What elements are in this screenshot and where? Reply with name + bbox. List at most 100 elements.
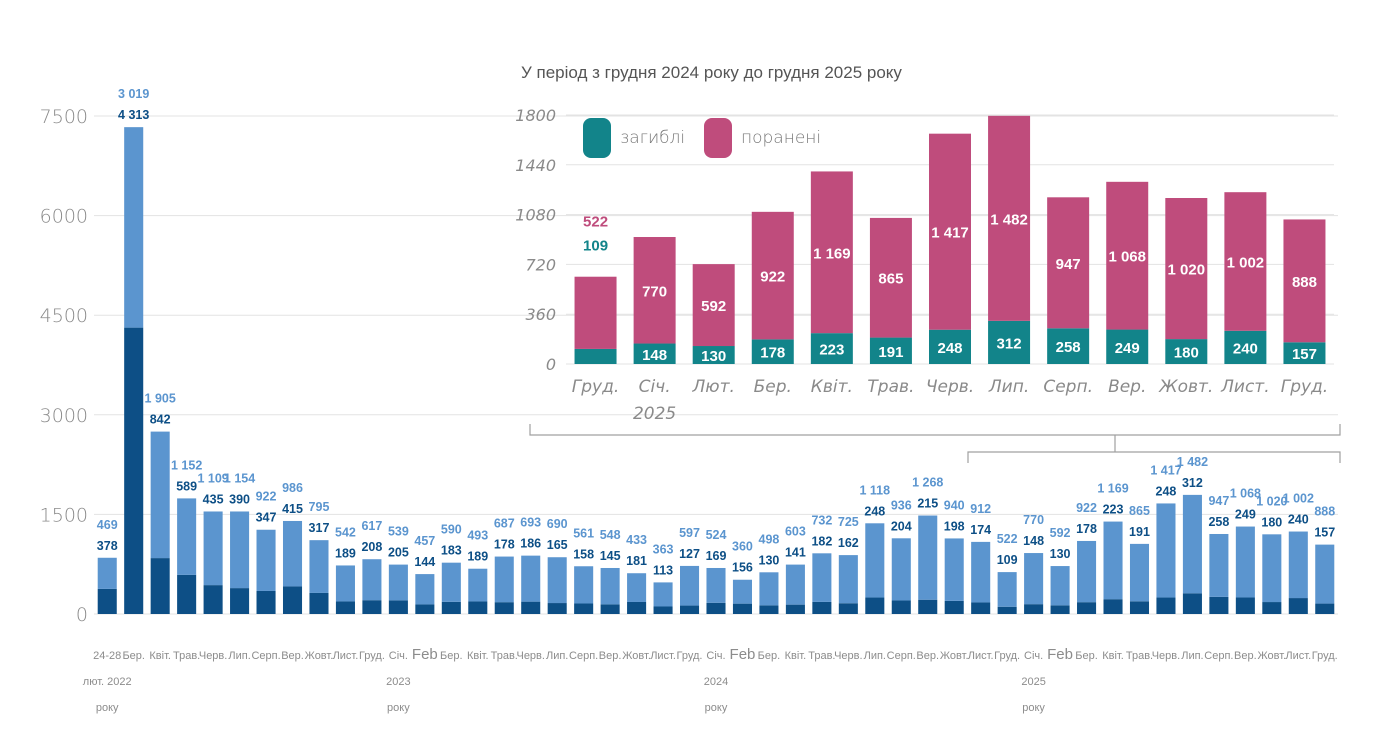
main-x-tick-label: Вер. bbox=[599, 650, 622, 662]
inset-x-tick-label: Лют. bbox=[691, 377, 734, 397]
inset-bar-wounded bbox=[633, 237, 676, 344]
main-wounded-label: 363 bbox=[653, 542, 674, 556]
main-bar-wounded bbox=[600, 567, 620, 605]
inset-bar-killed bbox=[1047, 328, 1090, 364]
main-bar-killed bbox=[891, 600, 911, 614]
main-x-tick-label: Лип. bbox=[546, 650, 568, 662]
main-killed-label: 198 bbox=[944, 519, 965, 533]
inset-x-tick-label: Серп. bbox=[1043, 377, 1093, 397]
main-killed-label: 178 bbox=[1076, 522, 1097, 536]
main-x-sublabel: 2024 bbox=[704, 676, 728, 688]
inset-wounded-label: 1 482 bbox=[990, 211, 1028, 228]
main-x-tick-label: Лист. bbox=[1285, 650, 1311, 662]
inset-bar-killed bbox=[1106, 329, 1149, 364]
main-x-tick-label: Бер. bbox=[1075, 650, 1098, 662]
main-bar-killed bbox=[971, 602, 991, 614]
main-y-tick-label: 6000 bbox=[40, 206, 88, 228]
main-wounded-label: 493 bbox=[467, 529, 488, 543]
main-wounded-label: 548 bbox=[600, 528, 621, 542]
main-wounded-label: 940 bbox=[944, 498, 965, 512]
main-wounded-label: 457 bbox=[414, 534, 435, 548]
main-x-tick-label: Серп. bbox=[569, 650, 598, 662]
inset-y-tick-label: 0 bbox=[546, 355, 556, 374]
main-bar-wounded bbox=[230, 511, 250, 589]
inset-bar-wounded bbox=[1224, 192, 1267, 331]
main-killed-label: 248 bbox=[1156, 484, 1177, 498]
main-killed-label: 113 bbox=[653, 563, 673, 577]
inset-bracket bbox=[529, 424, 1341, 436]
main-wounded-label: 1 417 bbox=[1150, 463, 1181, 477]
inset-killed-label: 191 bbox=[878, 344, 903, 361]
main-bar-wounded bbox=[1288, 531, 1308, 599]
inset-bar-killed bbox=[1283, 342, 1326, 364]
inset-wounded-label: 947 bbox=[1056, 256, 1081, 273]
main-bar-wounded bbox=[680, 565, 700, 606]
main-x-tick-label: Жовт. bbox=[305, 650, 334, 662]
main-x-tick-label: Feb bbox=[730, 646, 756, 663]
main-bar-killed bbox=[468, 601, 488, 614]
main-bar-wounded bbox=[547, 557, 567, 604]
inset-bar-killed bbox=[1165, 339, 1208, 364]
main-killed-label: 183 bbox=[441, 544, 462, 558]
main-bar-wounded bbox=[812, 553, 832, 602]
inset-bar-killed bbox=[692, 346, 735, 364]
main-x-sublabel: року bbox=[1022, 702, 1045, 714]
inset-wounded-label: 888 bbox=[1292, 274, 1317, 291]
main-bar-wounded bbox=[256, 529, 276, 591]
main-wounded-label: 732 bbox=[811, 513, 832, 527]
main-bar-wounded bbox=[1024, 553, 1044, 605]
main-killed-label: 208 bbox=[361, 540, 382, 554]
main-bar-wounded bbox=[1077, 540, 1097, 603]
main-bar-killed bbox=[1024, 604, 1044, 614]
inset-bar-wounded bbox=[751, 211, 794, 340]
main-killed-label: 144 bbox=[414, 555, 435, 569]
main-bar-killed bbox=[944, 600, 964, 614]
inset-x-tick-label: Лип. bbox=[988, 377, 1029, 397]
inset-bar-wounded bbox=[574, 276, 617, 349]
main-x-tick-label: Лип. bbox=[1181, 650, 1203, 662]
main-killed-label: 415 bbox=[282, 502, 303, 516]
main-bar-wounded bbox=[177, 498, 197, 575]
main-bar-wounded bbox=[494, 556, 514, 603]
main-x-sublabel: року bbox=[705, 702, 728, 714]
main-bar-killed bbox=[441, 601, 461, 614]
main-wounded-label: 693 bbox=[520, 516, 541, 530]
main-bar-killed bbox=[680, 605, 700, 614]
main-x-tick-label: Черв. bbox=[199, 650, 227, 662]
main-killed-label: 145 bbox=[600, 549, 621, 563]
main-bar-wounded bbox=[282, 520, 303, 587]
main-wounded-label: 590 bbox=[441, 523, 462, 537]
inset-killed-label: 180 bbox=[1174, 345, 1199, 362]
main-wounded-label: 1 268 bbox=[912, 476, 943, 490]
main-x-sublabel: 2023 bbox=[386, 676, 410, 688]
main-bar-wounded bbox=[1182, 494, 1202, 594]
inset-bar-killed bbox=[988, 320, 1031, 364]
main-bar-wounded bbox=[732, 579, 752, 604]
legend-wounded-swatch bbox=[704, 118, 732, 158]
main-wounded-label: 1 905 bbox=[145, 392, 176, 406]
main-bar-wounded bbox=[971, 541, 991, 603]
inset-bar-killed bbox=[869, 337, 912, 364]
main-wounded-label: 617 bbox=[361, 519, 382, 533]
main-bar-killed bbox=[97, 588, 117, 614]
main-bar-killed bbox=[388, 600, 408, 614]
main-wounded-label: 687 bbox=[494, 517, 515, 531]
inset-wounded-label: 1 169 bbox=[813, 245, 851, 262]
main-killed-label: 130 bbox=[1050, 547, 1071, 561]
main-killed-label: 317 bbox=[309, 521, 330, 535]
main-killed-label: 158 bbox=[573, 547, 594, 561]
inset-killed-label: 148 bbox=[642, 347, 667, 364]
main-killed-label: 390 bbox=[229, 492, 250, 506]
main-bar-killed bbox=[1209, 596, 1229, 614]
main-killed-label: 312 bbox=[1182, 476, 1203, 490]
main-bar-killed bbox=[256, 590, 276, 614]
inset-bar-wounded bbox=[1283, 219, 1326, 343]
main-x-tick-label: Жовт. bbox=[940, 650, 969, 662]
main-bar-killed bbox=[547, 603, 567, 614]
inset-wounded-label: 1 020 bbox=[1168, 262, 1206, 279]
main-x-tick-label: Бер. bbox=[122, 650, 145, 662]
main-bar-killed bbox=[865, 597, 885, 614]
main-bar-wounded bbox=[1156, 503, 1176, 598]
main-killed-label: 258 bbox=[1208, 515, 1229, 529]
inset-title: У період з грудня 2024 року до грудня 20… bbox=[521, 63, 902, 82]
